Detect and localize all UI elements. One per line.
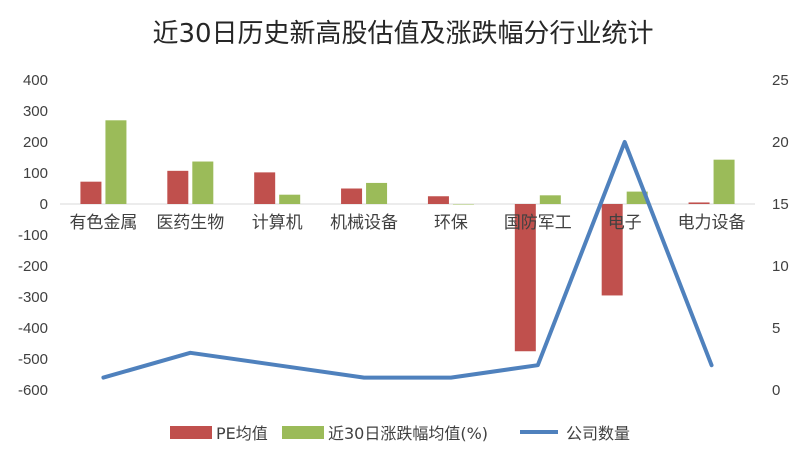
y-right-tick: 15 — [772, 196, 789, 213]
bar-pe-2 — [254, 172, 276, 204]
y-left-tick: 0 — [40, 196, 48, 213]
bar-change-3 — [366, 182, 388, 204]
y-right-tick: 0 — [772, 382, 780, 399]
bar-change-6 — [626, 191, 648, 204]
bar-pe-1 — [167, 170, 189, 204]
category-label: 电子 — [608, 213, 642, 233]
y-left-tick: -200 — [18, 258, 48, 275]
y-left-tick: -100 — [18, 227, 48, 244]
bar-pe-0 — [80, 181, 102, 204]
category-label: 计算机 — [252, 213, 303, 233]
category-label: 国防军工 — [504, 213, 572, 233]
bar-change-0 — [105, 120, 127, 204]
chart-title: 近30日历史新高股估值及涨跌幅分行业统计 — [152, 19, 653, 49]
y-left-tick: 100 — [23, 165, 48, 182]
legend-label: PE均值 — [216, 424, 268, 443]
category-label: 医药生物 — [156, 213, 224, 233]
y-right-tick: 10 — [772, 258, 789, 275]
y-left-tick: -500 — [18, 351, 48, 368]
y-right-tick: 5 — [772, 320, 780, 337]
bar-change-1 — [192, 161, 214, 204]
legend-marker — [282, 426, 324, 439]
legend: PE均值 近30日涨跌幅均值(%) 公司数量 — [170, 424, 630, 443]
bar-change-7 — [713, 159, 735, 204]
y-left-tick: 200 — [23, 134, 48, 151]
bar-change-2 — [279, 194, 301, 204]
category-label: 环保 — [434, 213, 468, 233]
bar-pe-4 — [427, 196, 449, 204]
legend-label: 近30日涨跌幅均值(%) — [328, 424, 488, 443]
bar-change-5 — [539, 195, 561, 204]
y-left-tick: 300 — [23, 103, 48, 120]
y-left-tick: 400 — [23, 72, 48, 89]
bar-pe-7 — [688, 202, 710, 204]
legend-label: 公司数量 — [566, 424, 630, 443]
line-company-count — [101, 140, 714, 380]
legend-marker — [170, 426, 212, 439]
y-right-tick: 20 — [772, 134, 789, 151]
axes: -600 -500 -400 -300 -200 -100 0 100 200 300 400 0 5 1… — [18, 72, 789, 399]
bars — [80, 120, 735, 352]
category-labels: 有色金属 医药生物 计算机 机械设备 环保 国防军工 电子 电力设备 — [69, 213, 745, 233]
bar-pe-5 — [514, 204, 536, 352]
y-left-tick: -300 — [18, 289, 48, 306]
bar-pe-3 — [341, 188, 363, 204]
bar-change-4 — [452, 204, 474, 205]
y-left-tick: -400 — [18, 320, 48, 337]
y-right-tick: 25 — [772, 72, 789, 89]
category-label: 有色金属 — [69, 213, 137, 233]
y-left-tick: -600 — [18, 382, 48, 399]
line-series — [101, 140, 714, 380]
category-label: 机械设备 — [330, 213, 398, 233]
bar-pe-6 — [601, 204, 623, 296]
category-label: 电力设备 — [678, 213, 746, 233]
